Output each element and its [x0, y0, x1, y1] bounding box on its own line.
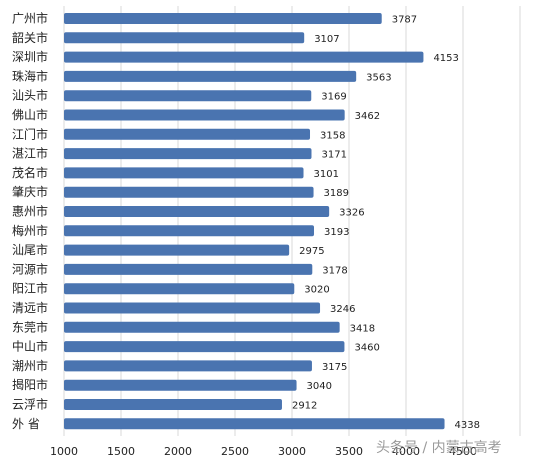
x-tick-label: 3000 — [278, 445, 306, 458]
category-label: 清远市 — [12, 300, 48, 315]
bar — [64, 302, 321, 314]
value-label: 3171 — [321, 150, 346, 161]
category-label: 云浮市 — [12, 397, 48, 412]
bar — [64, 244, 290, 256]
category-label: 东莞市 — [12, 319, 48, 334]
value-label: 3020 — [304, 285, 329, 296]
value-label: 3563 — [366, 72, 391, 83]
bar — [64, 186, 314, 198]
value-label: 4338 — [455, 420, 480, 431]
category-label: 河源市 — [12, 261, 48, 276]
category-label: 湛江市 — [12, 146, 48, 161]
category-label: 中山市 — [12, 339, 48, 354]
bar — [64, 225, 315, 237]
category-label: 肇庆市 — [12, 184, 48, 199]
x-tick-label: 1500 — [107, 445, 135, 458]
bar — [64, 399, 282, 410]
value-labels: 3787 3107 4153 3563 3169 3462 3158 3171 3101 3189… — [292, 15, 480, 431]
bar — [64, 148, 312, 160]
bar — [64, 32, 305, 44]
category-label: 潮州市 — [12, 358, 48, 373]
x-tick-label: 4000 — [392, 445, 420, 458]
value-label: 3246 — [330, 304, 355, 315]
value-label: 3158 — [320, 130, 345, 141]
bar — [64, 13, 382, 24]
value-label: 3326 — [339, 208, 364, 219]
x-tick-label: 4500 — [449, 445, 477, 458]
value-label: 3189 — [324, 188, 349, 199]
value-label: 3175 — [322, 362, 347, 373]
category-label: 汕尾市 — [12, 242, 48, 257]
category-label: 茂名市 — [12, 165, 48, 180]
value-label: 3193 — [324, 227, 349, 238]
category-label: 梅州市 — [12, 223, 48, 238]
bar — [64, 70, 357, 82]
category-label: 汕头市 — [12, 88, 48, 103]
category-label: 广州市 — [12, 11, 48, 26]
value-label: 3101 — [314, 169, 339, 180]
value-label: 3040 — [307, 381, 332, 392]
bar — [64, 263, 313, 275]
category-label: 阳江市 — [12, 281, 48, 296]
bar — [64, 90, 312, 102]
bar — [64, 379, 297, 391]
category-label: 珠海市 — [12, 68, 48, 83]
bar — [64, 283, 295, 295]
category-label: 江门市 — [12, 126, 48, 141]
bar — [64, 321, 340, 333]
category-label: 深圳市 — [12, 49, 48, 64]
value-label: 3787 — [392, 15, 417, 26]
value-label: 3460 — [354, 343, 379, 354]
bar — [64, 360, 312, 372]
watermark-text: 头条号 / 内蒙古高考 — [376, 439, 502, 456]
value-label: 3178 — [322, 265, 347, 276]
bar — [64, 128, 311, 140]
bar — [64, 109, 345, 121]
bars — [64, 13, 445, 430]
category-labels: 广州市韶关市深圳市珠海市汕头市佛山市江门市湛江市茂名市肇庆市惠州市梅州市汕尾市河… — [12, 11, 48, 431]
category-label: 韶关市 — [12, 30, 48, 45]
value-label: 3169 — [321, 92, 346, 103]
bar — [64, 418, 445, 430]
grid-lines — [63, 6, 521, 436]
category-label: 惠州市 — [12, 204, 48, 219]
x-tick-label: 3500 — [335, 445, 363, 458]
x-tick-label: 2000 — [164, 445, 192, 458]
value-label: 3462 — [355, 111, 380, 122]
category-label: 佛山市 — [12, 107, 48, 122]
value-label: 2975 — [299, 246, 324, 257]
value-label: 3107 — [314, 34, 339, 45]
x-tick-label: 1000 — [50, 445, 78, 458]
value-label: 3418 — [350, 323, 375, 334]
bar — [64, 206, 330, 217]
bar — [64, 341, 345, 353]
value-label: 4153 — [433, 53, 458, 64]
category-label: 揭阳市 — [12, 377, 48, 392]
category-label: 外 省 — [12, 417, 40, 431]
x-tick-label: 2500 — [221, 445, 249, 458]
x-tick-labels: 1000 1500 2000 2500 3000 3500 4000 4500 — [50, 445, 477, 458]
bar — [64, 51, 424, 63]
bar — [64, 167, 304, 179]
value-label: 2912 — [292, 401, 317, 412]
